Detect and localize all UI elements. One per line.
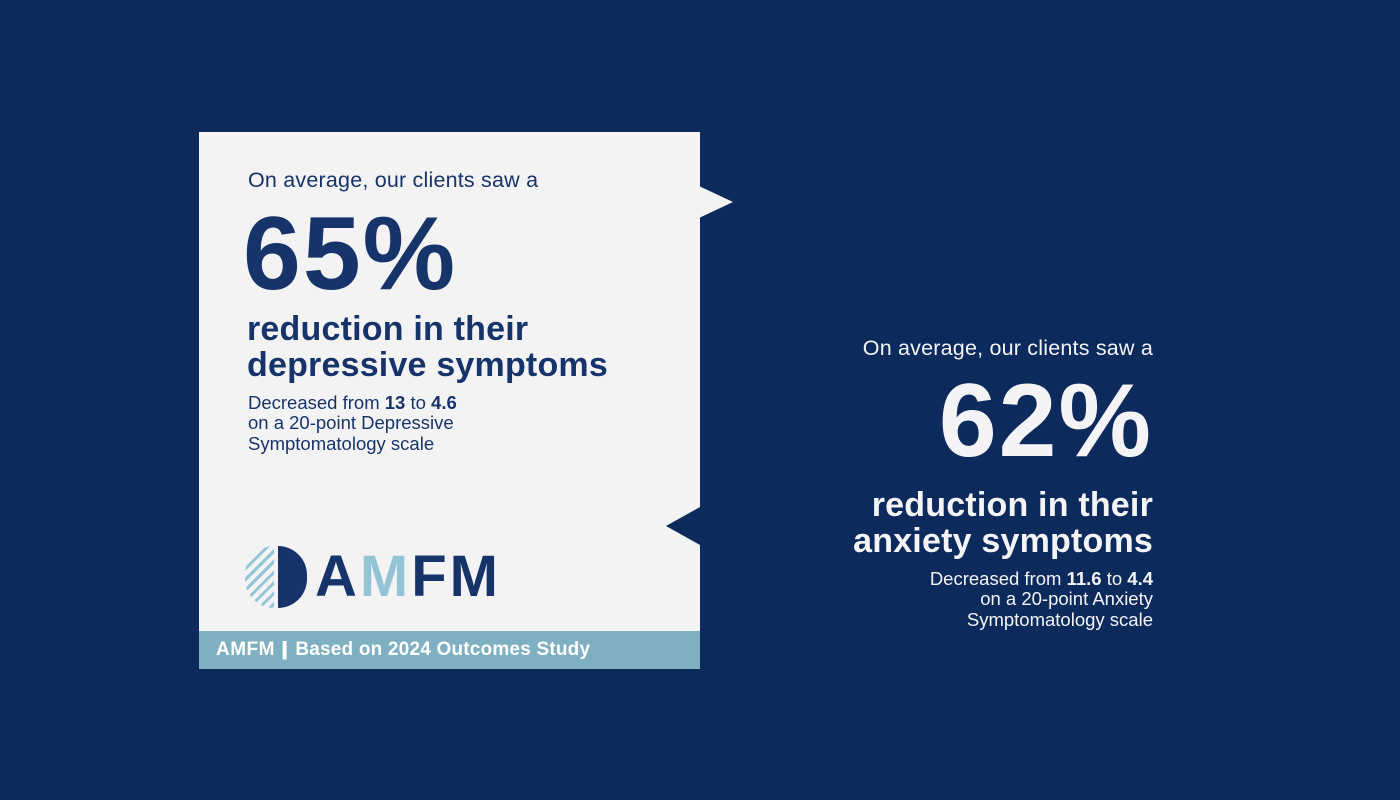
depression-stat-caption: reduction in their depressive symptoms — [247, 310, 608, 384]
detail-connector: to — [1106, 568, 1123, 589]
detail-line-2: on a 20-point Depressive — [248, 412, 454, 434]
stat-panel-anxiety: On average, our clients saw a 62% reduct… — [633, 336, 1153, 630]
card-footer-bar: AMFM | Based on 2024 Outcomes Study — [199, 631, 700, 669]
logo-letter-m2: M — [449, 544, 501, 609]
amfm-logo-icon — [245, 546, 307, 608]
caption-line-1: reduction in their — [871, 486, 1153, 524]
card-notch-left-triangle — [666, 507, 700, 545]
card-headline: On average, our clients saw a — [248, 168, 539, 192]
logo-solid-half-circle-icon — [278, 546, 307, 608]
footer-brand: AMFM — [216, 639, 275, 660]
logo-striped-half-circle-icon — [245, 546, 274, 608]
detail-to-value: 4.6 — [431, 392, 457, 413]
anxiety-stat-caption: reduction in their anxiety symptoms — [633, 487, 1153, 559]
logo-letter-m1: M — [359, 544, 412, 609]
depression-stat-detail: Decreased from 13 to 4.6 on a 20-point D… — [248, 392, 457, 454]
footer-caption: Based on 2024 Outcomes Study — [295, 639, 591, 660]
detail-line-2: on a 20-point Anxiety — [980, 588, 1153, 610]
stat-card-depression: On average, our clients saw a 65% reduct… — [199, 132, 700, 669]
detail-line-3: Symptomatology scale — [248, 432, 435, 454]
detail-from-value: 13 — [384, 392, 406, 413]
amfm-logo-wordmark: AMFM — [315, 548, 501, 606]
caption-line-1: reduction in their — [247, 310, 529, 348]
detail-connector: to — [410, 392, 426, 413]
logo-letter-f: F — [411, 544, 450, 609]
anxiety-stat-value: 62% — [938, 363, 1153, 479]
depression-stat-value: 65% — [243, 196, 458, 312]
detail-prefix: Decreased from — [929, 568, 1062, 589]
caption-line-2: anxiety symptoms — [853, 522, 1153, 560]
card-tail-right-triangle — [699, 186, 733, 218]
logo-letter-a: A — [315, 544, 360, 609]
caption-line-2: depressive symptoms — [247, 345, 608, 384]
detail-to-value: 4.4 — [1127, 568, 1153, 589]
detail-from-value: 11.6 — [1066, 568, 1102, 589]
detail-line-3: Symptomatology scale — [966, 608, 1153, 630]
detail-prefix: Decreased from — [248, 392, 380, 413]
panel-headline: On average, our clients saw a — [862, 336, 1153, 360]
anxiety-stat-detail: Decreased from 11.6 to 4.4 on a 20-point… — [633, 568, 1153, 630]
footer-divider: | — [280, 639, 289, 660]
amfm-logo: AMFM — [245, 546, 501, 608]
